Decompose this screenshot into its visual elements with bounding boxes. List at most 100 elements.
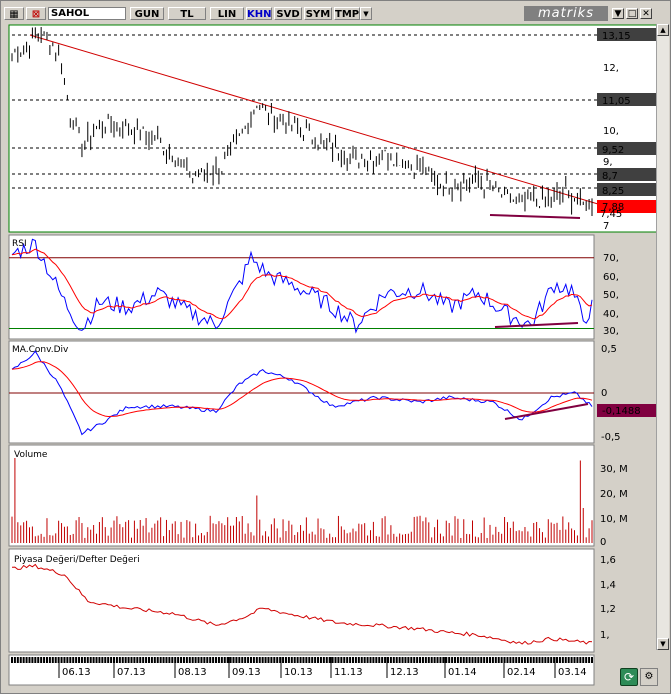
- x-axis-tick: [159, 657, 162, 663]
- x-axis-tick: [182, 657, 185, 663]
- x-axis-tick: [480, 657, 483, 663]
- x-axis-tick: [43, 657, 46, 663]
- volume-tick-label: 30, M: [600, 464, 628, 475]
- x-axis-tick: [153, 657, 156, 663]
- x-axis-tick: [395, 657, 398, 663]
- price-trendline: [29, 34, 599, 205]
- rsi-tick-label: 30,: [603, 326, 619, 337]
- x-axis-tick: [255, 657, 258, 663]
- rsi-tick-label: 60,: [603, 272, 619, 283]
- tmp-dropdown-icon[interactable]: ▼: [360, 7, 372, 20]
- x-axis-tick: [421, 657, 424, 663]
- tmp-button[interactable]: TMP: [334, 7, 360, 20]
- x-axis-tick: [553, 657, 556, 663]
- chart-type-icon[interactable]: ⊠: [26, 7, 46, 20]
- price-low-label: 7,45: [600, 209, 622, 220]
- x-axis-tick: [456, 657, 459, 663]
- x-axis-tick: [591, 657, 593, 663]
- sym-button[interactable]: SYM: [304, 7, 332, 20]
- x-axis-tick: [124, 657, 127, 663]
- x-axis-tick: [194, 657, 197, 663]
- x-axis-tick: [244, 657, 247, 663]
- gun-button[interactable]: GUN: [130, 7, 164, 20]
- x-axis-tick: [60, 657, 63, 663]
- x-axis-tick: [287, 657, 290, 663]
- minimize-icon[interactable]: ▼: [612, 8, 624, 19]
- macd-line: [11, 350, 593, 436]
- symbol-input[interactable]: SAHOL: [48, 7, 126, 20]
- x-axis-tick: [197, 657, 200, 663]
- x-axis-tick: [369, 657, 372, 663]
- x-axis-tick: [28, 657, 31, 663]
- lin-button[interactable]: LIN: [210, 7, 244, 20]
- x-axis-tick: [500, 657, 503, 663]
- x-axis-tick: [177, 657, 180, 663]
- price-level-label: 13,15: [602, 31, 631, 42]
- scroll-up-icon[interactable]: ▲: [657, 24, 669, 36]
- price-level-label: 8,25: [602, 186, 624, 197]
- x-axis-tick: [462, 657, 465, 663]
- rsi-tick-label: 40,: [603, 309, 619, 320]
- settings-icon[interactable]: ⚙: [640, 668, 658, 686]
- menu-icon[interactable]: ▦: [4, 7, 24, 20]
- vertical-scrollbar[interactable]: ▲ ▼: [656, 24, 669, 650]
- x-axis-tick: [567, 657, 570, 663]
- x-axis-tick: [191, 657, 194, 663]
- pddd-label: Piyasa Değeri/Defter Değeri: [14, 555, 140, 565]
- x-axis-tick: [136, 657, 139, 663]
- rsi-line: [11, 238, 593, 334]
- x-axis-tick: [570, 657, 573, 663]
- x-axis-tick: [261, 657, 264, 663]
- macd-tick-label: 0: [601, 388, 607, 399]
- x-axis-tick: [25, 657, 28, 663]
- x-axis-tick: [107, 657, 110, 663]
- x-axis-tick: [529, 657, 532, 663]
- scroll-down-icon[interactable]: ▼: [657, 638, 669, 650]
- x-axis-tick: [357, 657, 360, 663]
- x-axis-tick: [305, 657, 308, 663]
- x-axis-tick: [494, 657, 497, 663]
- x-axis-tick: [115, 657, 118, 663]
- price-tick-label: 10,: [603, 126, 619, 137]
- svd-button[interactable]: SVD: [274, 7, 302, 20]
- pddd-panel: [8, 548, 595, 653]
- x-axis-tick: [51, 657, 54, 663]
- price-tick-label: 7: [603, 221, 609, 232]
- x-axis-tick: [541, 657, 544, 663]
- x-axis-tick: [162, 657, 165, 663]
- x-axis-tick: [98, 657, 101, 663]
- x-axis-tick: [78, 657, 81, 663]
- x-axis-tick: [392, 657, 395, 663]
- x-axis-tick: [200, 657, 203, 663]
- x-axis-tick: [156, 657, 159, 663]
- x-axis-tick: [363, 657, 366, 663]
- x-axis-tick: [267, 657, 270, 663]
- x-axis-tick: [544, 657, 547, 663]
- x-axis-tick: [150, 657, 153, 663]
- x-axis-tick: [203, 657, 206, 663]
- x-axis-tick: [410, 657, 413, 663]
- x-axis-tick: [477, 657, 480, 663]
- close-icon[interactable]: ✕: [640, 8, 652, 19]
- khn-button[interactable]: KHN: [246, 7, 272, 20]
- refresh-icon[interactable]: ⟳: [620, 668, 638, 686]
- x-axis-tick: [483, 657, 486, 663]
- x-axis-label: 09.13: [232, 667, 261, 678]
- x-axis-tick: [416, 657, 419, 663]
- x-axis-tick: [121, 657, 124, 663]
- x-axis-tick: [579, 657, 582, 663]
- toolbar: ▦ ⊠ SAHOL GUN TL LIN KHN SVD SYM TMP ▼ m…: [2, 6, 656, 22]
- restore-icon[interactable]: □: [626, 8, 638, 19]
- x-axis-tick: [550, 657, 553, 663]
- x-axis-tick: [83, 657, 86, 663]
- x-axis-label: 10.13: [284, 667, 313, 678]
- x-axis-tick: [582, 657, 585, 663]
- price-level-box: [597, 93, 659, 106]
- x-axis-tick: [386, 657, 389, 663]
- x-axis-tick: [86, 657, 89, 663]
- x-axis-tick: [276, 657, 279, 663]
- x-axis-tick: [474, 657, 477, 663]
- x-axis-label: 08.13: [178, 667, 207, 678]
- tl-button[interactable]: TL: [168, 7, 206, 20]
